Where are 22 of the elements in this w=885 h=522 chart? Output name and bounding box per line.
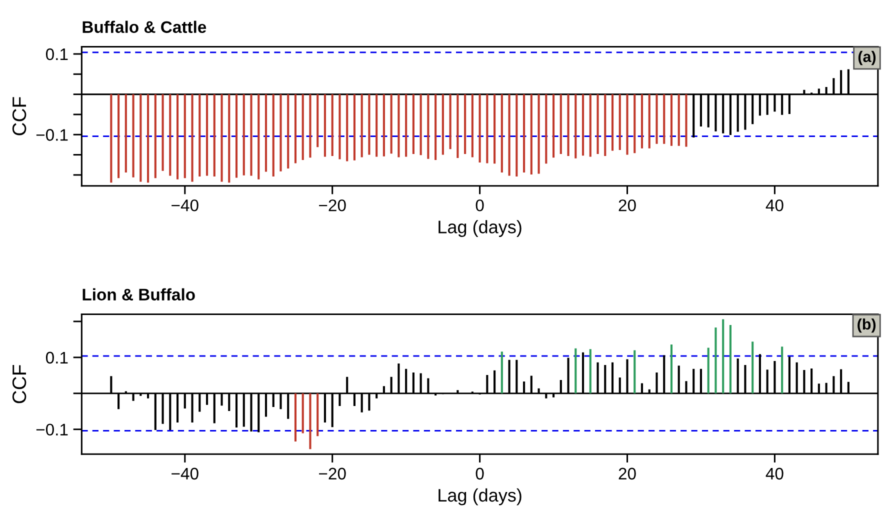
chart-title: Lion & Buffalo <box>82 288 195 301</box>
x-tick-label: −40 <box>172 199 198 212</box>
y-axis-title: CCF <box>12 364 26 404</box>
x-tick-label: 40 <box>766 199 784 212</box>
x-tick-label: 0 <box>476 199 484 212</box>
y-tick-label: −0.1 <box>36 129 68 141</box>
x-tick-label: −40 <box>172 468 198 480</box>
x-tick-label: 20 <box>618 468 636 480</box>
y-tick-label: 0.1 <box>46 48 68 60</box>
x-tick-label: −20 <box>319 199 346 212</box>
y-tick-label: 0.1 <box>46 352 68 364</box>
x-axis-title: Lag (days) <box>438 220 522 237</box>
x-tick-label: −20 <box>319 468 346 480</box>
chart-title: Buffalo & Cattle <box>82 20 206 33</box>
annotation: (a) <box>858 50 876 66</box>
x-tick-label: 0 <box>476 468 484 480</box>
annotation: (b) <box>858 318 876 333</box>
y-tick-label: −0.1 <box>36 424 68 436</box>
x-axis-title: Lag (days) <box>438 488 522 506</box>
x-tick-label: 20 <box>618 199 636 212</box>
x-tick-label: 40 <box>766 468 784 480</box>
y-axis-title: CCF <box>12 97 26 136</box>
